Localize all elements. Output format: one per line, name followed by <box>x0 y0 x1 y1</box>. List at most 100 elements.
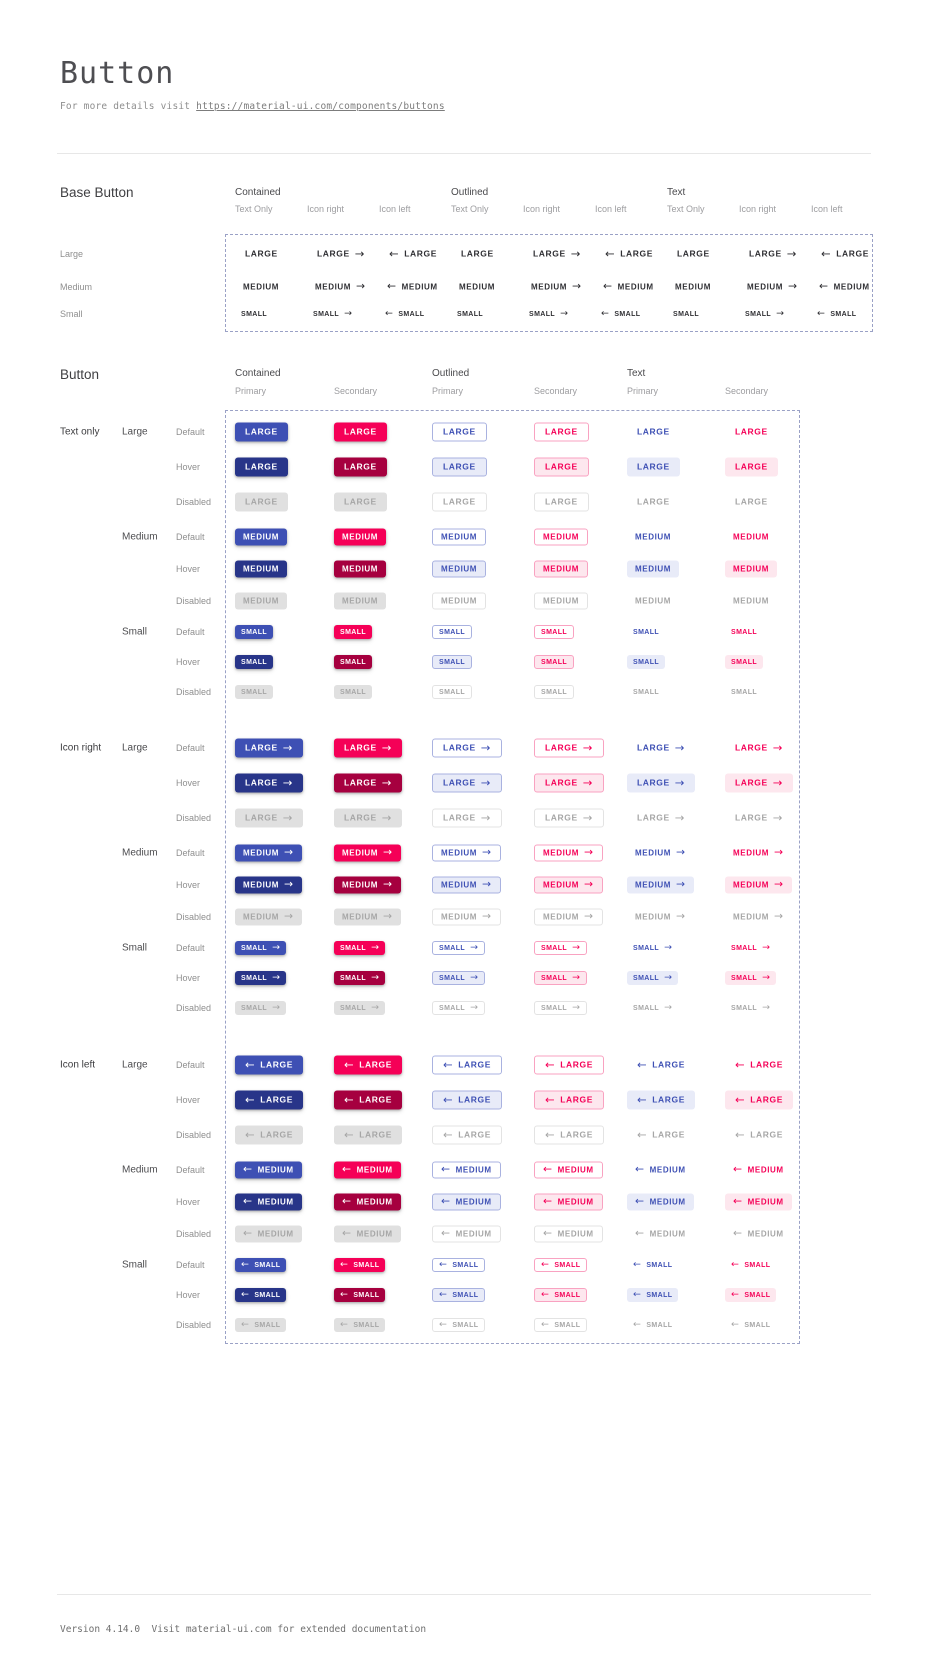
button-text-secondary-icon-left-medium-disabled[interactable]: ← MEDIUM <box>725 1226 792 1243</box>
button-text-secondary-icon-right-medium-hover[interactable]: MEDIUM → <box>725 876 792 894</box>
button-text-secondary-icon-left-medium-default[interactable]: ← MEDIUM <box>725 1162 792 1179</box>
button-contained-primary-icon-right-small-disabled[interactable]: SMALL → <box>235 1001 287 1015</box>
button-outlined-secondary-icon-left-large-default[interactable]: ← LARGE <box>534 1055 604 1075</box>
button-text-primary-text-only-medium-disabled[interactable]: MEDIUM <box>627 593 679 610</box>
button-text-primary-icon-left-large-hover[interactable]: ← LARGE <box>627 1090 695 1110</box>
button-contained-secondary-text-only-medium-default[interactable]: MEDIUM <box>334 528 387 546</box>
button-contained-primary-icon-right-large-default[interactable]: LARGE → <box>235 738 303 758</box>
base-button-text-text-only-large[interactable]: LARGE <box>667 245 720 264</box>
button-outlined-primary-icon-right-large-disabled[interactable]: LARGE → <box>432 808 502 828</box>
button-outlined-secondary-icon-left-small-hover[interactable]: ← SMALL <box>534 1288 588 1302</box>
button-text-secondary-text-only-medium-hover[interactable]: MEDIUM <box>725 560 778 578</box>
button-contained-primary-icon-left-large-default[interactable]: ← LARGE <box>235 1055 303 1075</box>
button-text-primary-text-only-large-hover[interactable]: LARGE <box>627 457 680 477</box>
button-outlined-primary-icon-left-large-disabled[interactable]: ← LARGE <box>432 1125 502 1145</box>
button-contained-secondary-icon-right-medium-default[interactable]: MEDIUM → <box>334 844 401 862</box>
button-text-secondary-icon-right-small-disabled[interactable]: SMALL → <box>725 1001 776 1015</box>
button-text-primary-icon-right-small-hover[interactable]: SMALL → <box>627 971 679 985</box>
button-contained-primary-icon-right-small-hover[interactable]: SMALL → <box>235 971 287 985</box>
button-outlined-primary-icon-left-small-disabled[interactable]: ← SMALL <box>432 1318 486 1332</box>
button-outlined-primary-icon-right-small-default[interactable]: SMALL → <box>432 941 486 955</box>
base-button-text-icon-left-small[interactable]: ← SMALL <box>811 307 862 321</box>
button-contained-primary-icon-left-medium-default[interactable]: ← MEDIUM <box>235 1161 302 1179</box>
button-contained-primary-icon-right-small-default[interactable]: SMALL → <box>235 941 287 955</box>
base-button-outlined-icon-left-medium[interactable]: ← MEDIUM <box>595 279 662 296</box>
button-outlined-secondary-icon-left-large-hover[interactable]: ← LARGE <box>534 1090 604 1110</box>
button-outlined-primary-icon-right-large-hover[interactable]: LARGE → <box>432 773 502 793</box>
base-button-text-icon-left-large[interactable]: ← LARGE <box>811 245 879 264</box>
button-outlined-primary-icon-right-medium-disabled[interactable]: MEDIUM → <box>432 908 501 926</box>
button-outlined-primary-icon-right-small-hover[interactable]: SMALL → <box>432 971 486 985</box>
button-contained-secondary-text-only-small-disabled[interactable]: SMALL <box>334 685 373 699</box>
button-text-primary-icon-left-medium-hover[interactable]: ← MEDIUM <box>627 1193 694 1211</box>
button-contained-secondary-icon-left-small-default[interactable]: ← SMALL <box>334 1258 386 1272</box>
button-outlined-secondary-icon-right-medium-default[interactable]: MEDIUM → <box>534 844 603 862</box>
button-outlined-secondary-icon-left-small-default[interactable]: ← SMALL <box>534 1258 588 1272</box>
button-contained-primary-icon-left-small-hover[interactable]: ← SMALL <box>235 1288 287 1302</box>
button-contained-secondary-icon-left-large-disabled[interactable]: ← LARGE <box>334 1125 402 1145</box>
button-text-primary-text-only-small-hover[interactable]: SMALL <box>627 655 666 669</box>
button-outlined-primary-text-only-large-default[interactable]: LARGE <box>432 422 487 442</box>
button-outlined-primary-icon-left-large-default[interactable]: ← LARGE <box>432 1055 502 1075</box>
button-outlined-primary-text-only-medium-disabled[interactable]: MEDIUM <box>432 592 487 610</box>
base-button-outlined-icon-right-large[interactable]: LARGE → <box>523 245 591 264</box>
button-text-primary-text-only-large-disabled[interactable]: LARGE <box>627 493 680 512</box>
button-text-secondary-icon-left-small-default[interactable]: ← SMALL <box>725 1258 776 1272</box>
button-contained-secondary-icon-left-small-disabled[interactable]: ← SMALL <box>334 1318 386 1332</box>
base-button-text-icon-right-small[interactable]: SMALL → <box>739 307 790 321</box>
button-text-secondary-icon-right-large-disabled[interactable]: LARGE → <box>725 809 793 828</box>
button-contained-secondary-icon-right-large-disabled[interactable]: LARGE → <box>334 808 402 828</box>
base-button-contained-icon-left-small[interactable]: ← SMALL <box>379 307 430 321</box>
button-contained-primary-icon-left-large-hover[interactable]: ← LARGE <box>235 1090 303 1110</box>
button-outlined-secondary-text-only-medium-disabled[interactable]: MEDIUM <box>534 592 589 610</box>
button-outlined-secondary-text-only-medium-hover[interactable]: MEDIUM <box>534 560 589 578</box>
button-text-primary-icon-left-medium-default[interactable]: ← MEDIUM <box>627 1162 694 1179</box>
button-contained-secondary-icon-left-medium-hover[interactable]: ← MEDIUM <box>334 1193 401 1211</box>
button-text-primary-icon-right-small-disabled[interactable]: SMALL → <box>627 1001 678 1015</box>
base-button-outlined-text-only-small[interactable]: SMALL <box>451 307 489 321</box>
button-contained-secondary-icon-left-large-hover[interactable]: ← LARGE <box>334 1090 402 1110</box>
button-outlined-primary-icon-left-medium-default[interactable]: ← MEDIUM <box>432 1161 501 1179</box>
button-text-secondary-text-only-small-default[interactable]: SMALL <box>725 625 763 639</box>
button-outlined-secondary-icon-right-medium-hover[interactable]: MEDIUM → <box>534 876 603 894</box>
button-text-secondary-icon-left-large-default[interactable]: ← LARGE <box>725 1056 793 1075</box>
button-text-secondary-text-only-large-disabled[interactable]: LARGE <box>725 493 778 512</box>
button-contained-primary-icon-right-large-disabled[interactable]: LARGE → <box>235 808 303 828</box>
button-text-primary-text-only-medium-hover[interactable]: MEDIUM <box>627 560 680 578</box>
button-outlined-secondary-text-only-small-default[interactable]: SMALL <box>534 625 575 639</box>
button-text-primary-icon-right-large-default[interactable]: LARGE → <box>627 739 695 758</box>
button-outlined-secondary-icon-right-medium-disabled[interactable]: MEDIUM → <box>534 908 603 926</box>
button-outlined-secondary-icon-left-medium-hover[interactable]: ← MEDIUM <box>534 1193 603 1211</box>
button-contained-secondary-icon-right-large-hover[interactable]: LARGE → <box>334 773 402 793</box>
button-text-secondary-icon-left-small-hover[interactable]: ← SMALL <box>725 1288 777 1302</box>
button-text-secondary-text-only-large-hover[interactable]: LARGE <box>725 457 778 477</box>
base-button-outlined-text-only-medium[interactable]: MEDIUM <box>451 279 503 296</box>
button-contained-primary-icon-left-medium-disabled[interactable]: ← MEDIUM <box>235 1225 302 1243</box>
button-contained-secondary-text-only-large-default[interactable]: LARGE <box>334 422 387 442</box>
base-button-text-text-only-medium[interactable]: MEDIUM <box>667 279 719 296</box>
button-outlined-secondary-icon-right-small-disabled[interactable]: SMALL → <box>534 1001 588 1015</box>
button-outlined-secondary-icon-left-small-disabled[interactable]: ← SMALL <box>534 1318 588 1332</box>
button-outlined-primary-icon-left-large-hover[interactable]: ← LARGE <box>432 1090 502 1110</box>
button-outlined-primary-icon-right-medium-default[interactable]: MEDIUM → <box>432 844 501 862</box>
base-button-outlined-icon-left-large[interactable]: ← LARGE <box>595 245 663 264</box>
base-button-contained-icon-right-medium[interactable]: MEDIUM → <box>307 279 374 296</box>
button-contained-secondary-text-only-small-default[interactable]: SMALL <box>334 625 373 639</box>
button-contained-primary-text-only-medium-disabled[interactable]: MEDIUM <box>235 592 288 610</box>
button-contained-primary-icon-right-medium-hover[interactable]: MEDIUM → <box>235 876 302 894</box>
button-contained-primary-text-only-large-hover[interactable]: LARGE <box>235 457 288 477</box>
button-contained-primary-text-only-large-default[interactable]: LARGE <box>235 422 288 442</box>
button-text-primary-text-only-large-default[interactable]: LARGE <box>627 423 680 442</box>
button-text-secondary-icon-left-medium-hover[interactable]: ← MEDIUM <box>725 1193 792 1211</box>
button-contained-secondary-text-only-large-disabled[interactable]: LARGE <box>334 492 387 512</box>
button-contained-primary-icon-left-small-disabled[interactable]: ← SMALL <box>235 1318 287 1332</box>
button-text-secondary-icon-left-small-disabled[interactable]: ← SMALL <box>725 1318 776 1332</box>
button-outlined-primary-icon-right-small-disabled[interactable]: SMALL → <box>432 1001 486 1015</box>
button-outlined-primary-icon-right-medium-hover[interactable]: MEDIUM → <box>432 876 501 894</box>
button-outlined-secondary-text-only-small-disabled[interactable]: SMALL <box>534 685 575 699</box>
button-contained-primary-icon-left-small-default[interactable]: ← SMALL <box>235 1258 287 1272</box>
button-contained-primary-text-only-small-hover[interactable]: SMALL <box>235 655 274 669</box>
button-outlined-secondary-text-only-small-hover[interactable]: SMALL <box>534 655 575 669</box>
button-outlined-secondary-icon-right-large-hover[interactable]: LARGE → <box>534 773 604 793</box>
button-outlined-secondary-icon-left-medium-disabled[interactable]: ← MEDIUM <box>534 1225 603 1243</box>
